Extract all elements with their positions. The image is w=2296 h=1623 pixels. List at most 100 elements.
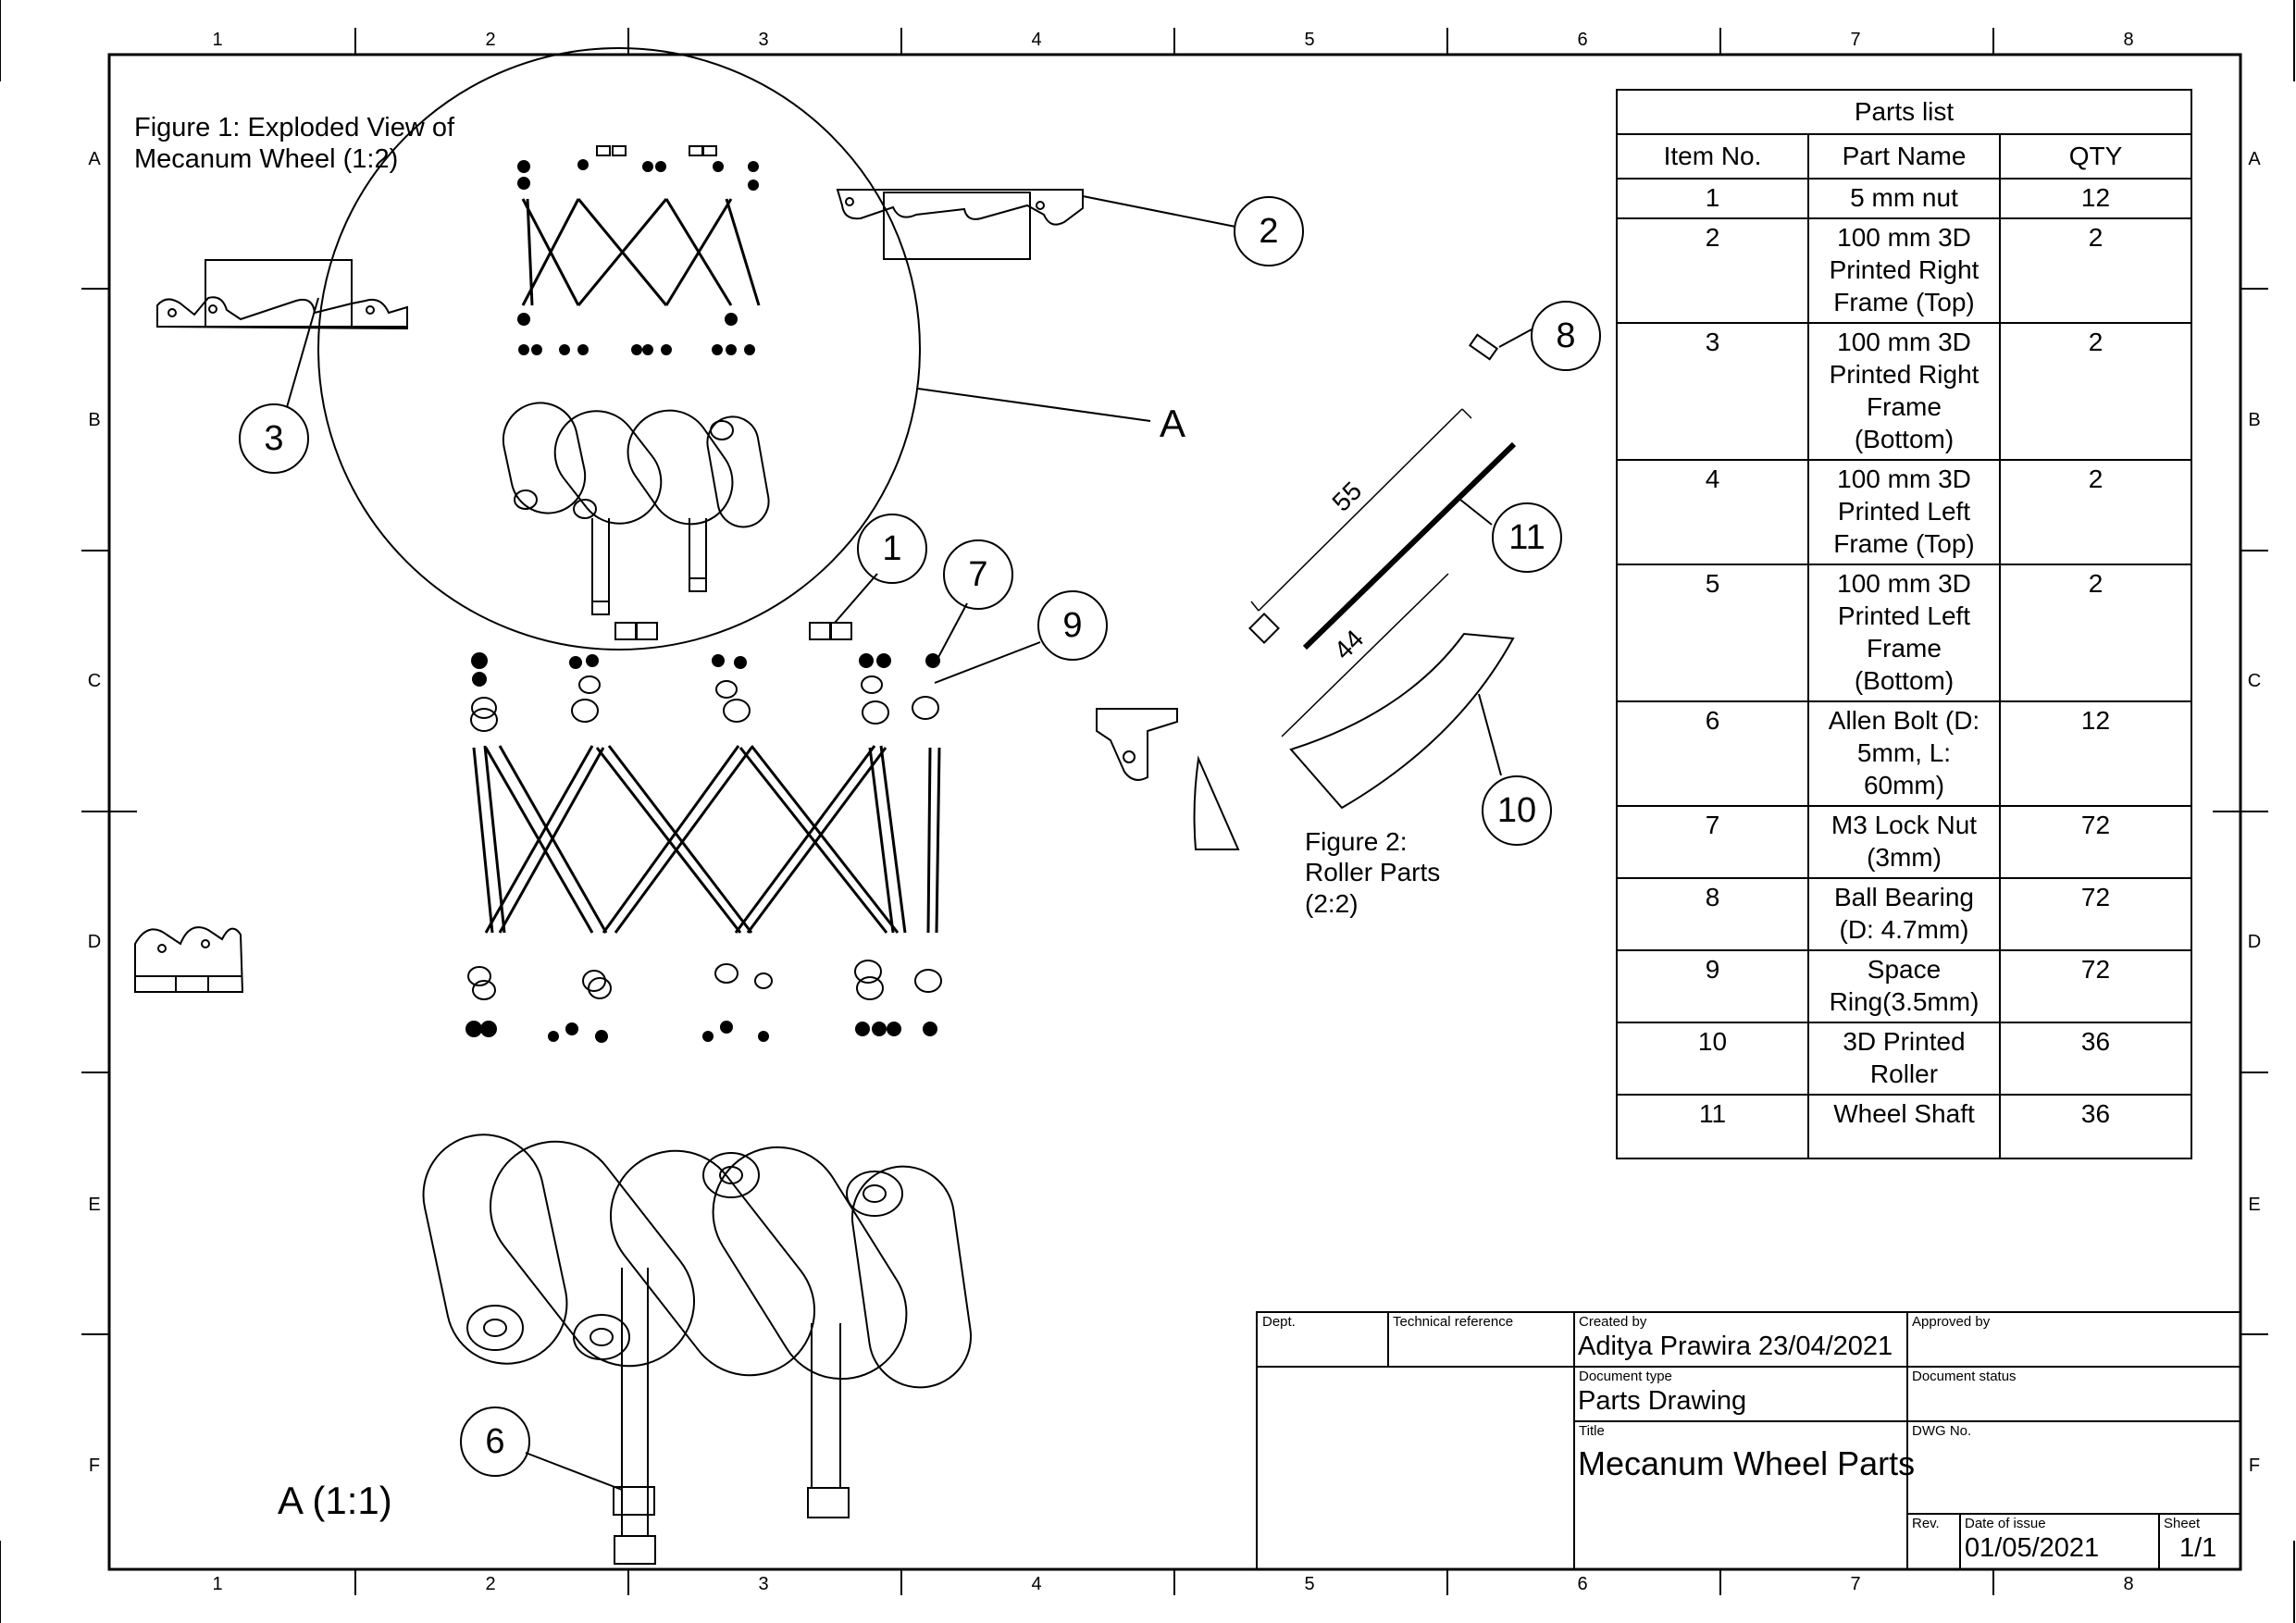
cell-qty: 2 xyxy=(1999,217,2192,324)
callout-2: 2 xyxy=(1259,212,1279,251)
zone-col-bottom-3: 3 xyxy=(758,1574,769,1594)
callout-6-leader xyxy=(525,1452,623,1491)
callout-2-circle xyxy=(1234,196,1304,266)
callout-3: 3 xyxy=(264,419,284,458)
figure2-caption-line3: (2:2) xyxy=(1305,889,1359,918)
cell-part-name: 3D Printed Roller xyxy=(1807,1022,2001,1096)
zone-col-top-4: 4 xyxy=(1031,30,1042,50)
cell-qty: 36 xyxy=(1999,1022,2192,1096)
main-nuts xyxy=(465,652,940,1043)
main-shaft-assembly xyxy=(472,745,941,934)
cell-item-no: 6 xyxy=(1616,700,1809,807)
cell-item-no: 9 xyxy=(1616,949,1809,1023)
callout-10-leader xyxy=(1478,693,1502,776)
zone-row-left-b: B xyxy=(88,410,101,430)
part-name-line: (3mm) xyxy=(1867,843,1942,872)
cell-qty: 12 xyxy=(1999,700,2192,807)
cell-part-name: Allen Bolt (D: 5mm, L: 60mm) xyxy=(1807,700,2001,807)
detail-label: A xyxy=(1160,402,1186,445)
zone-row-left-e: E xyxy=(88,1195,101,1215)
title-label: Title xyxy=(1579,1423,1605,1439)
part-name-line: 100 mm 3D xyxy=(1837,223,1971,252)
table-row: 5 100 mm 3D Printed Left Frame (Bottom) 2 xyxy=(1616,564,2192,702)
zone-col-bottom-6: 6 xyxy=(1577,1574,1588,1594)
table-row: 7 M3 Lock Nut (3mm) 72 xyxy=(1616,805,2192,879)
callout-1-leader xyxy=(834,573,878,624)
zone-col-bottom-1: 1 xyxy=(212,1574,223,1594)
zone-col-bottom-2: 2 xyxy=(485,1574,496,1594)
cell-item-no: 10 xyxy=(1616,1022,1809,1096)
part-name-line: Roller xyxy=(1869,1059,1939,1088)
title-block-lines xyxy=(1256,1311,2241,1570)
approved-by-label: Approved by xyxy=(1912,1314,1991,1330)
zone-col-bottom-8: 8 xyxy=(2123,1574,2134,1594)
cell-qty: 72 xyxy=(1999,949,2192,1023)
zone-row-left-c: C xyxy=(87,671,102,691)
part-name-line: (Bottom) xyxy=(1854,425,1955,453)
cell-part-name: Wheel Shaft xyxy=(1807,1094,2001,1159)
callout-11-leader xyxy=(1459,499,1493,526)
cell-part-name: 100 mm 3D Printed Right Frame (Top) xyxy=(1807,217,2001,324)
part-name-line: Printed Right xyxy=(1829,360,1980,389)
figure2-caption-line1: Figure 2: xyxy=(1305,827,1408,856)
cell-item-no: 2 xyxy=(1616,217,1809,324)
part-name-line: (D: 4.7mm) xyxy=(1839,915,1969,944)
cell-item-no: 1 xyxy=(1616,178,1809,219)
zone-col-bottom-7: 7 xyxy=(1850,1574,1861,1594)
cell-item-no: 11 xyxy=(1616,1094,1809,1159)
table-row: 3 100 mm 3D Printed Right Frame (Bottom) 2 xyxy=(1616,322,2192,461)
callout-9: 9 xyxy=(1062,606,1083,645)
cell-part-name: 100 mm 3D Printed Right Frame (Bottom) xyxy=(1807,322,2001,461)
cell-qty: 72 xyxy=(1999,805,2192,879)
cell-part-name: M3 Lock Nut (3mm) xyxy=(1807,805,2001,879)
part-name-line: 100 mm 3D xyxy=(1837,465,1971,493)
callout-10-circle xyxy=(1482,775,1552,846)
part-name-line: Frame (Top) xyxy=(1833,288,1975,316)
zone-row-left-a: A xyxy=(88,149,101,169)
cell-qty: 72 xyxy=(1999,877,2192,951)
header-part-name: Part Name xyxy=(1807,133,2001,180)
cell-qty: 12 xyxy=(1999,178,2192,219)
callout-3-circle xyxy=(239,403,309,474)
cell-part-name: Space Ring(3.5mm) xyxy=(1807,949,2001,1023)
cell-item-no: 7 xyxy=(1616,805,1809,879)
table-row: 11 Wheel Shaft 36 xyxy=(1616,1094,2192,1159)
doc-type-value: Parts Drawing xyxy=(1578,1386,1747,1416)
doc-status-label: Document status xyxy=(1912,1369,2017,1384)
sheet-label: Sheet xyxy=(2164,1516,2201,1531)
cell-qty: 2 xyxy=(1999,459,2192,565)
left-frame-part xyxy=(156,259,408,330)
callout-9-circle xyxy=(1037,590,1108,661)
callout-11-circle xyxy=(1492,502,1562,573)
part-name-line: Space xyxy=(1867,955,1942,984)
drawing-title: Mecanum Wheel Parts xyxy=(1578,1444,1916,1482)
zone-row-right-a: A xyxy=(2248,149,2261,169)
zone-col-top-3: 3 xyxy=(758,30,769,50)
dept-label: Dept. xyxy=(1262,1314,1296,1330)
part-name-line: 5 mm nut xyxy=(1850,183,1958,212)
figure1-caption-line1: Figure 1: Exploded View of xyxy=(134,113,455,142)
detail-a-rollers xyxy=(422,1134,973,1565)
part-name-line: 100 mm 3D xyxy=(1837,569,1971,598)
table-row: 1 5 mm nut 12 xyxy=(1616,178,2192,219)
part-name-line: Frame xyxy=(1867,392,1942,421)
dimension-lines xyxy=(1250,408,1472,737)
cell-item-no: 5 xyxy=(1616,564,1809,702)
callout-1-circle xyxy=(857,514,927,584)
zone-col-top-5: 5 xyxy=(1304,30,1315,50)
part-name-line: Ring(3.5mm) xyxy=(1829,987,1980,1016)
callout-2-leader xyxy=(1082,195,1236,228)
header-qty: QTY xyxy=(1999,133,2192,180)
small-frame-part xyxy=(134,926,244,993)
zone-col-top-6: 6 xyxy=(1577,30,1588,50)
table-row: 2 100 mm 3D Printed Right Frame (Top) 2 xyxy=(1616,217,2192,324)
callout-3-leader xyxy=(286,297,319,408)
parts-list-table: Parts list Item No. Part Name QTY 1 5 mm … xyxy=(1616,89,2192,1159)
zone-row-right-d: D xyxy=(2247,932,2262,952)
cell-part-name: 100 mm 3D Printed Left Frame (Bottom) xyxy=(1807,564,2001,702)
part-name-line: Ball Bearing xyxy=(1834,883,1974,911)
header-item-no: Item No. xyxy=(1616,133,1809,180)
